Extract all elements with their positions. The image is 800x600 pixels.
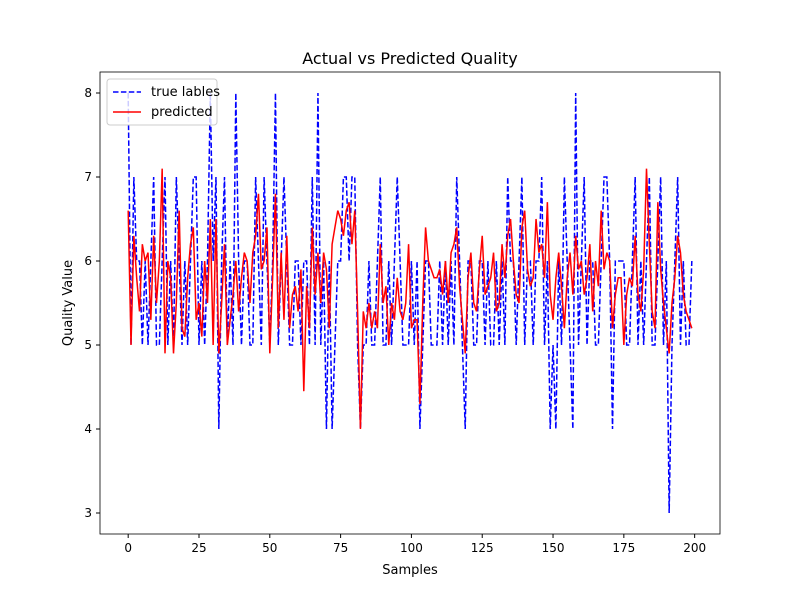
y-tick-label: 6: [84, 254, 92, 268]
y-tick-label: 8: [84, 86, 92, 100]
y-tick-label: 4: [84, 422, 92, 436]
y-tick-label: 7: [84, 170, 92, 184]
legend-box: [106, 78, 218, 126]
plot-frame: [99, 71, 721, 535]
y-axis-label: Quality Value: [61, 260, 76, 346]
y-tick-label: 3: [84, 506, 92, 520]
x-tick-label: 150: [542, 541, 565, 555]
x-tick-label: 0: [124, 541, 132, 555]
x-tick-label: 50: [262, 541, 277, 555]
x-tick-label: 125: [471, 541, 494, 555]
x-tick-label: 25: [191, 541, 206, 555]
x-axis-label: Samples: [382, 563, 438, 578]
legend-label: true lables: [151, 85, 220, 100]
chart-title: Actual vs Predicted Quality: [302, 49, 517, 68]
x-tick-label: 175: [612, 541, 635, 555]
y-tick-label: 5: [84, 338, 92, 352]
data-line: [127, 168, 693, 430]
legend: true lables predicted: [106, 78, 220, 126]
x-tick-label: 100: [400, 541, 423, 555]
x-tick-label: 75: [333, 541, 348, 555]
x-tick-label: 200: [683, 541, 706, 555]
legend-label: predicted: [151, 105, 213, 120]
